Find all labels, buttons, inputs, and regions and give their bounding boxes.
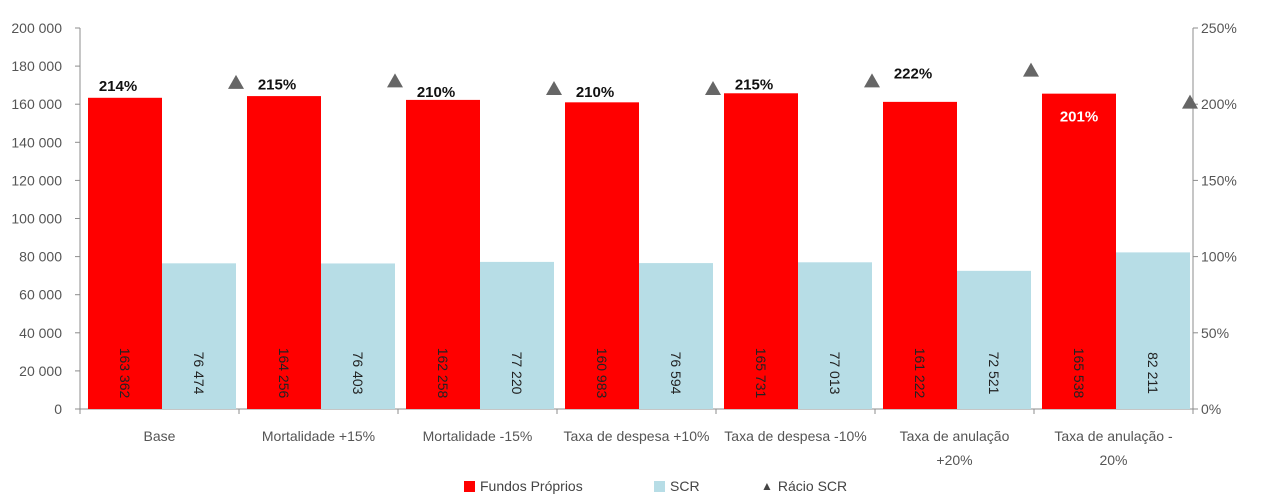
x-category-label: +20% (936, 452, 972, 468)
bar-value-label-scr: 76 474 (191, 352, 207, 395)
bar-value-label-scr: 76 403 (350, 352, 366, 395)
bar-value-label-scr: 77 220 (509, 352, 525, 395)
bar-value-label-fundos: 161 222 (912, 348, 928, 399)
bar-value-label-scr: 76 594 (668, 352, 684, 395)
y-left-tick-label: 40 000 (19, 325, 62, 341)
ratio-triangle-marker (546, 80, 562, 95)
bar-value-label-fundos: 164 256 (276, 348, 292, 399)
y-right-tick-label: 150% (1201, 172, 1237, 188)
bar-fundos-proprios (724, 93, 798, 410)
x-category-label: Taxa de anulação - (1054, 428, 1173, 444)
bar-value-label-fundos: 162 258 (435, 348, 451, 399)
bar-fundos-proprios (1042, 93, 1116, 409)
bar-scr (1116, 252, 1190, 409)
ratio-value-label: 210% (576, 84, 614, 101)
legend-label-ratio: Rácio SCR (777, 478, 848, 494)
x-category-label: 20% (1099, 452, 1127, 468)
bar-value-label-fundos: 160 983 (594, 348, 610, 399)
ratio-triangle-marker (228, 74, 244, 89)
y-right-tick-label: 100% (1201, 249, 1237, 265)
ratio-triangle-marker (864, 73, 880, 88)
ratio-triangle-marker (1023, 62, 1039, 77)
legend-item-scr: SCR (654, 478, 700, 494)
y-right-tick-label: 250% (1201, 20, 1237, 36)
y-right-tick-label: 50% (1201, 325, 1229, 341)
y-left-tick-label: 60 000 (19, 287, 62, 303)
bar-scr (639, 263, 713, 409)
bar-scr (321, 263, 395, 409)
legend-swatch-red-icon (464, 480, 475, 492)
ratio-value-label: 215% (735, 76, 773, 93)
y-left-tick-label: 0 (54, 401, 62, 417)
y-left-tick-label: 20 000 (19, 363, 62, 379)
legend-item-fundos-proprios: Fundos Próprios (464, 478, 583, 494)
bar-scr (798, 262, 872, 409)
y-left-tick-label: 100 000 (11, 211, 62, 227)
y-left-tick-label: 80 000 (19, 249, 62, 265)
bar-scr (480, 261, 554, 409)
chart-legend: Fundos Próprios SCR ▲ Rácio SCR (0, 478, 1263, 500)
ratio-triangle-marker (1182, 94, 1198, 109)
y-left-tick-label: 120 000 (11, 172, 62, 188)
y-right-tick-label: 200% (1201, 96, 1237, 112)
x-category-label: Base (144, 428, 176, 444)
bar-value-label-fundos: 163 362 (117, 348, 133, 399)
bar-fundos-proprios (247, 96, 321, 410)
bar-scr (957, 270, 1031, 409)
bar-scr (162, 263, 236, 409)
ratio-triangle-marker (705, 80, 721, 95)
ratio-value-label: 215% (258, 76, 296, 93)
y-left-tick-label: 160 000 (11, 96, 62, 112)
x-category-label: Taxa de despesa +10% (564, 428, 710, 444)
legend-item-racio-scr: ▲ Rácio SCR (761, 478, 847, 494)
legend-label-scr: SCR (670, 478, 700, 494)
ratio-triangle-marker (387, 73, 403, 88)
legend-triangle-icon: ▲ (761, 479, 773, 493)
combo-bar-chart: 0 20 000 40 000 60 000 80 000 100 000 120 000 1… (11, 20, 1237, 468)
y-left-tick-label: 180 000 (11, 58, 62, 74)
x-category-label: Taxa de anulação (900, 428, 1010, 444)
bar-fundos-proprios (565, 102, 639, 409)
legend-swatch-blue-icon (654, 480, 665, 492)
ratio-value-label: 214% (99, 78, 137, 95)
ratio-value-label: 201% (1060, 109, 1098, 126)
x-category-label: Mortalidade -15% (423, 428, 533, 444)
ratio-value-label: 222% (894, 66, 932, 83)
y-left-tick-label: 200 000 (11, 20, 62, 36)
bar-fundos-proprios (883, 101, 957, 409)
bar-value-label-scr: 77 013 (827, 352, 843, 395)
bar-value-label-fundos: 165 538 (1071, 348, 1087, 399)
bar-value-label-scr: 82 211 (1145, 352, 1161, 394)
x-category-label: Mortalidade +15% (262, 428, 375, 444)
x-category-label: Taxa de despesa -10% (724, 428, 866, 444)
y-right-tick-label: 0% (1201, 401, 1221, 417)
legend-label-fundos: Fundos Próprios (480, 478, 583, 494)
bar-value-label-fundos: 165 731 (753, 348, 769, 399)
bar-fundos-proprios (406, 99, 480, 410)
ratio-value-label: 210% (417, 84, 455, 101)
bar-value-label-scr: 72 521 (986, 352, 1002, 395)
y-left-tick-label: 140 000 (11, 134, 62, 150)
bar-fundos-proprios (88, 97, 162, 410)
